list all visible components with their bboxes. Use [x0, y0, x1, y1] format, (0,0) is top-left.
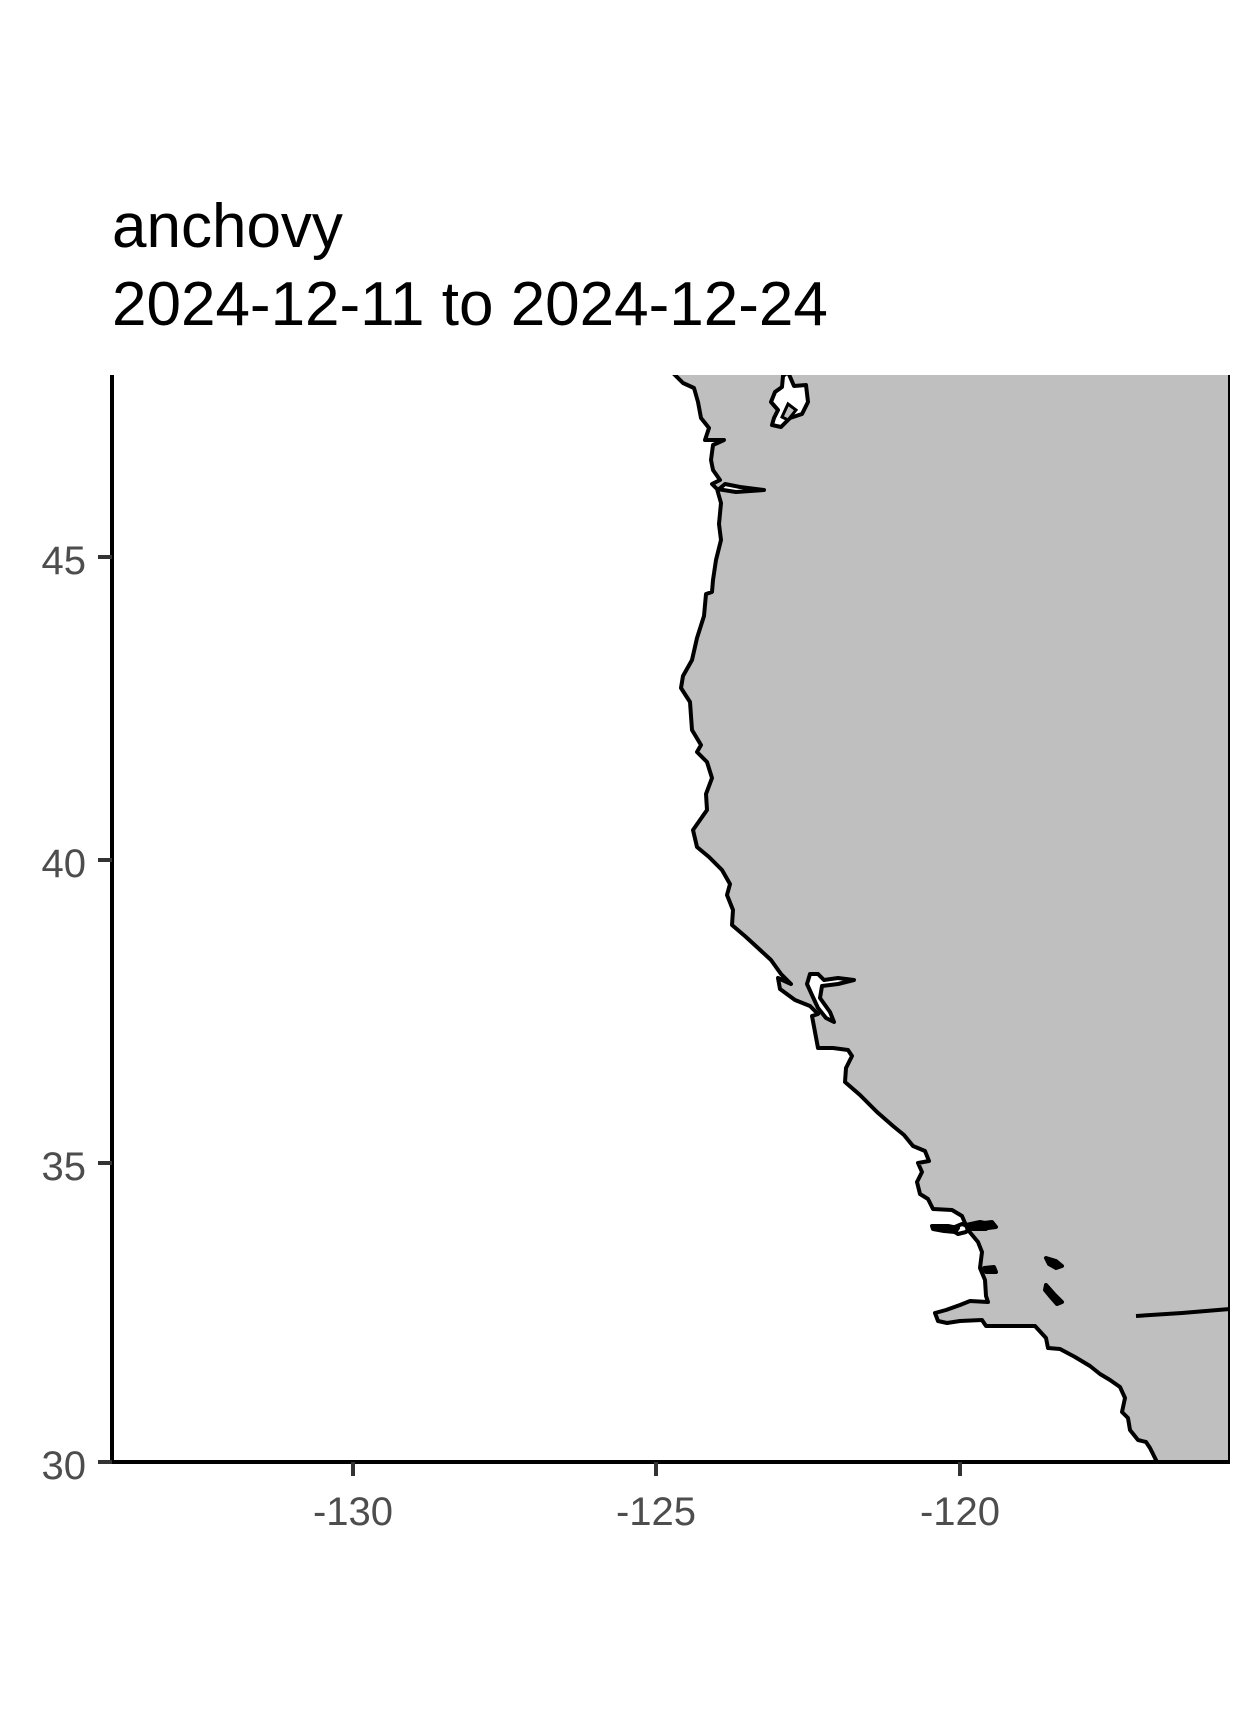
- y-tick-label: 45: [41, 539, 87, 583]
- y-tick-label: 40: [41, 842, 87, 886]
- us-mexico-border: [1135, 1307, 1230, 1318]
- channel-island: [948, 1222, 972, 1236]
- channel-island: [1043, 1283, 1064, 1306]
- map-panel: [672, 375, 1230, 1462]
- x-tick-label: -130: [312, 1490, 394, 1534]
- x-tick-label: -125: [615, 1490, 697, 1534]
- puget-sound-island: [780, 401, 799, 422]
- y-tick-label: 30: [41, 1444, 87, 1488]
- sf-bay-water: [805, 972, 856, 1024]
- puget-sound-water: [769, 375, 810, 429]
- map-title: anchovy: [112, 192, 343, 261]
- x-tick-label: -120: [919, 1490, 1001, 1534]
- map-subtitle-date-range: 2024-12-11 to 2024-12-24: [112, 270, 828, 339]
- channel-island: [1044, 1256, 1064, 1270]
- y-tick-label: 35: [41, 1145, 87, 1189]
- land-polygon: [672, 375, 1230, 1462]
- channel-island: [982, 1265, 998, 1274]
- channel-island: [982, 1220, 998, 1230]
